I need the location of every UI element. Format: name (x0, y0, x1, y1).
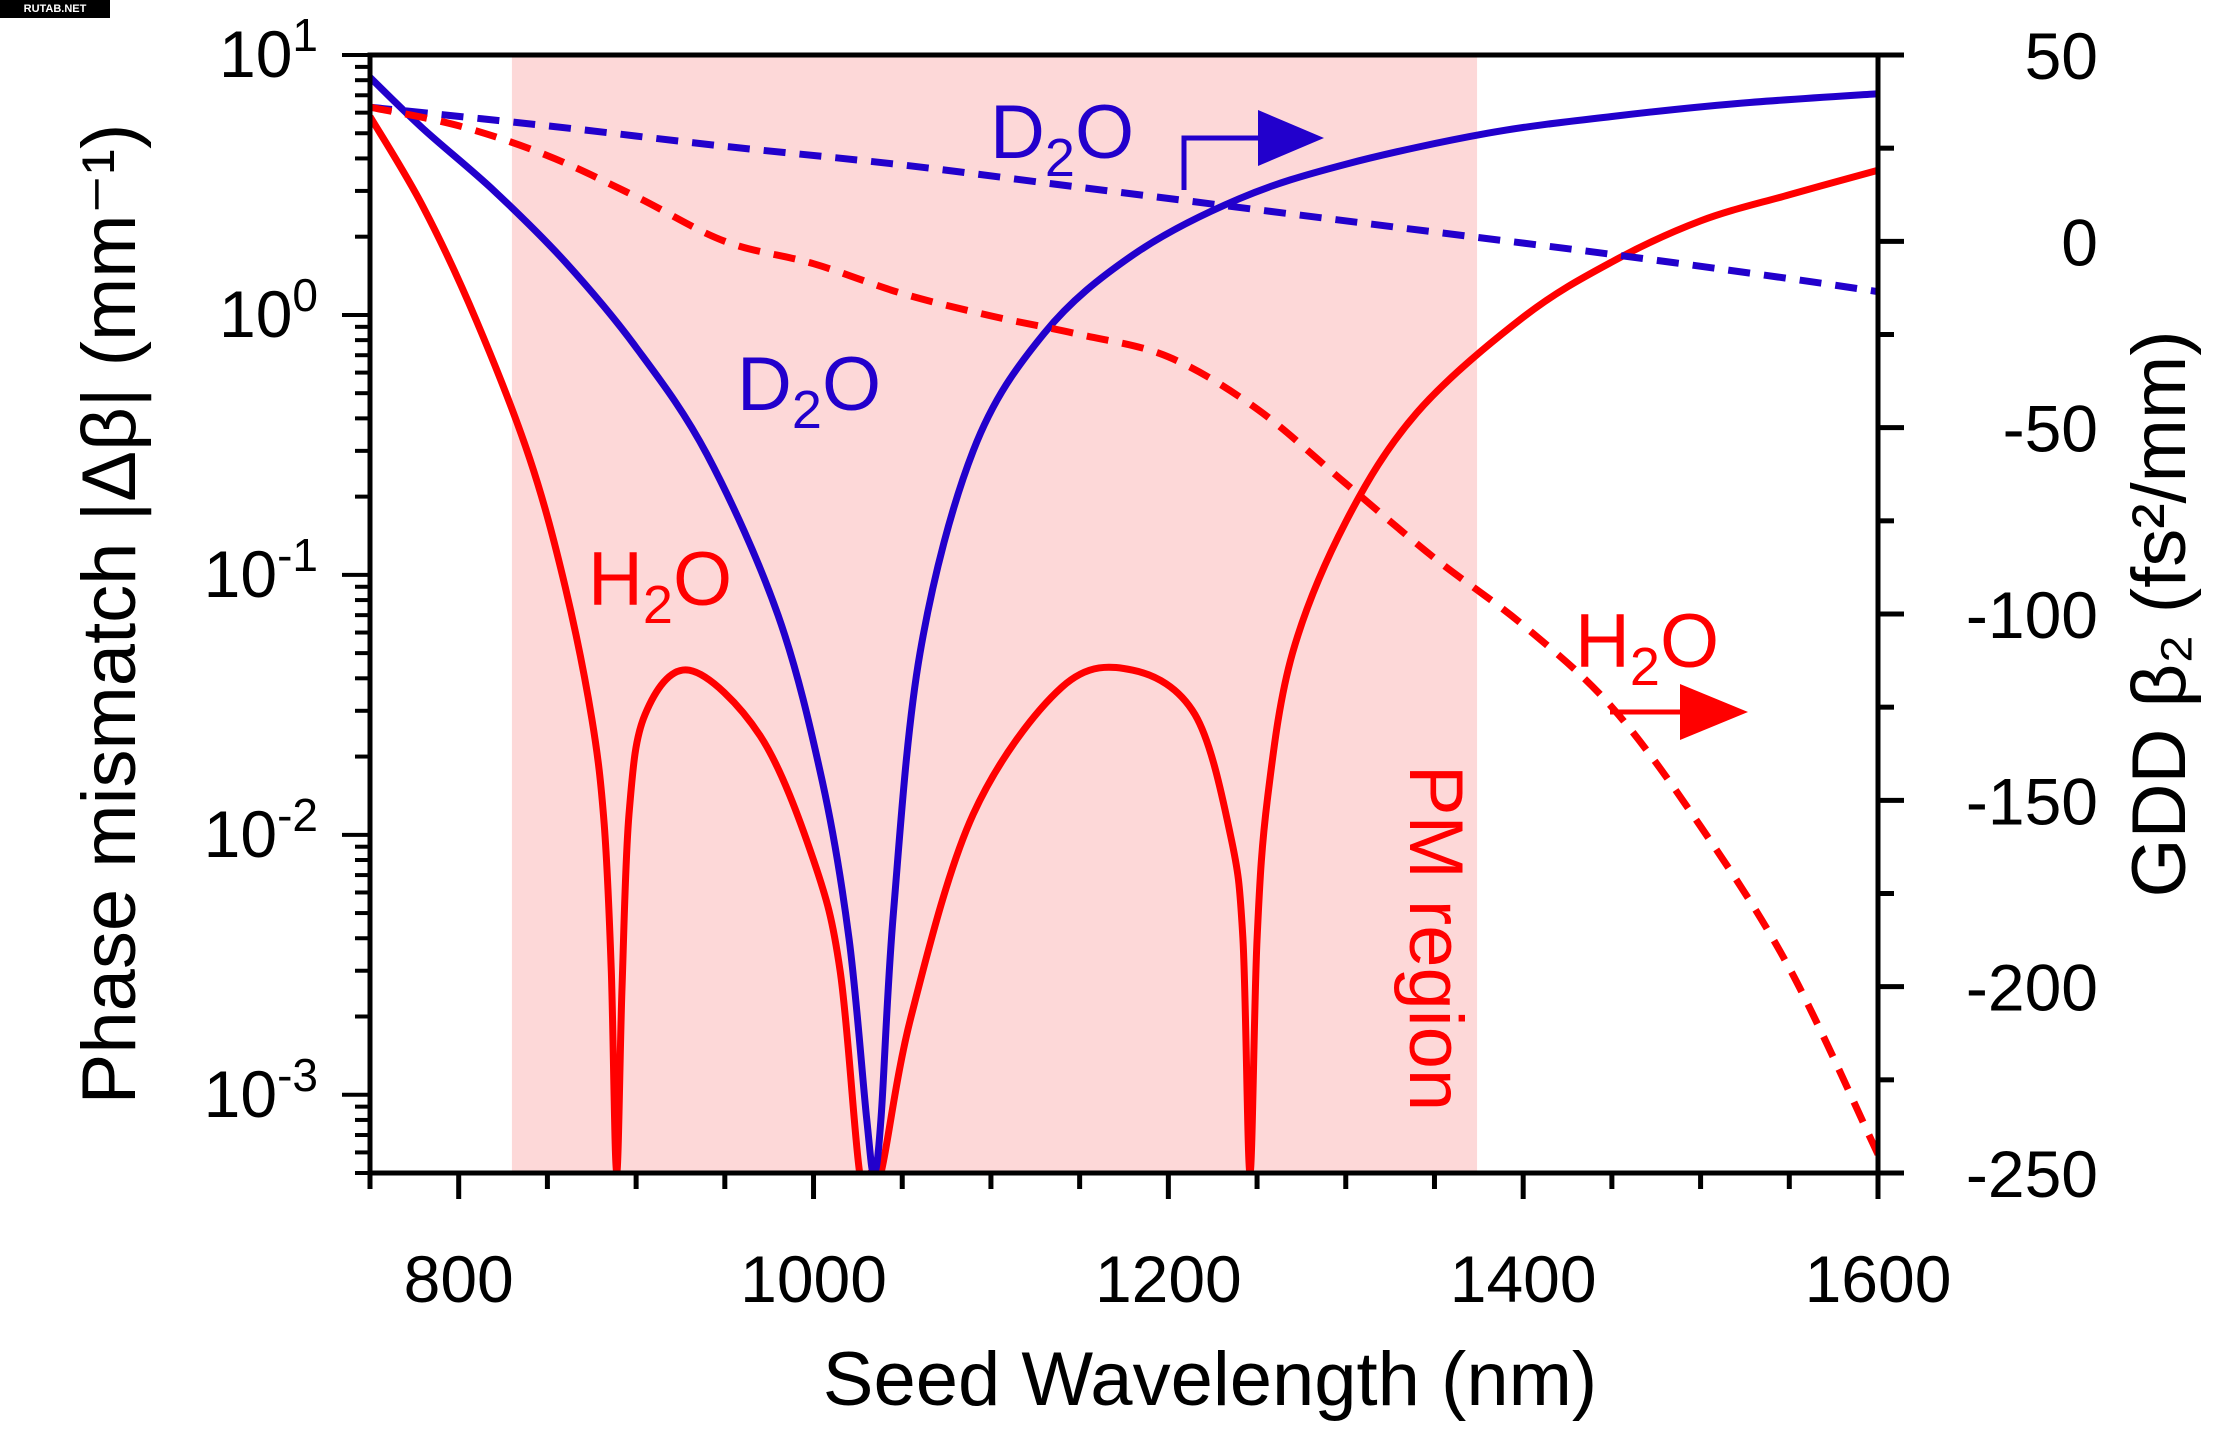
y-left-tick-label: 101 (219, 9, 318, 91)
series-line-0 (370, 114, 1878, 1173)
y-right-tick-label: -150 (1966, 764, 2098, 838)
x-tick-label: 800 (404, 1242, 514, 1316)
d2o-annotation: D2O (737, 342, 881, 440)
h2o-annotation: H2O (588, 537, 732, 635)
y-left-tick-label: 10-2 (204, 789, 318, 871)
series-line-1 (370, 74, 1878, 1173)
ticks-layer (342, 52, 1904, 1199)
pm-region-shade (511, 55, 1478, 1173)
y-right-tick-label: -100 (1966, 578, 2098, 652)
watermark-badge: RUTAB.NET (0, 0, 110, 18)
labels-layer: 800 1000 1200 1400 1600 101 100 10-1 10-2 10-3 50 0… (204, 9, 2098, 1316)
d2o-arrow-line (1181, 135, 1258, 190)
y-right-tick-label: 50 (2025, 19, 2098, 93)
right-axis-title: GDD β₂ (fs²/mm) (2117, 330, 2202, 897)
series-layer (370, 74, 1878, 1173)
left-axis-title: Phase mismatch |Δβ| (mm⁻¹) (67, 124, 152, 1105)
y-right-tick-label: -250 (1966, 1137, 2098, 1211)
y-left-tick-label: 10-1 (204, 529, 318, 611)
h2o-gdd-annotation: H2O (1575, 599, 1719, 697)
x-tick-label: 1200 (1095, 1242, 1242, 1316)
y-right-tick-label: -200 (1966, 951, 2098, 1025)
d2o-gdd-annotation: D2O (990, 90, 1134, 188)
x-tick-label: 1600 (1805, 1242, 1952, 1316)
x-tick-label: 1400 (1450, 1242, 1597, 1316)
y-right-tick-label: -50 (2003, 392, 2098, 466)
y-left-tick-label: 100 (219, 269, 318, 351)
x-tick-label: 1000 (740, 1242, 887, 1316)
h2o-arrow-head (1680, 684, 1748, 740)
x-axis-title: Seed Wavelength (nm) (823, 1337, 1597, 1422)
y-right-tick-label: 0 (2061, 205, 2098, 279)
d2o-arrow-head (1258, 110, 1324, 166)
pm-region-label: PM region (1393, 765, 1478, 1111)
y-left-tick-label: 10-3 (204, 1049, 318, 1131)
series-line-2 (370, 103, 1878, 296)
